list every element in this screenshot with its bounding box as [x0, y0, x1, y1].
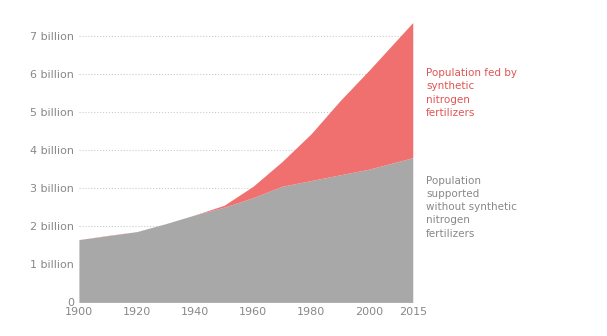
Text: Population
supported
without synthetic
nitrogen
fertilizers: Population supported without synthetic n… — [426, 176, 517, 239]
Text: Population fed by
synthetic
nitrogen
fertilizers: Population fed by synthetic nitrogen fer… — [426, 68, 517, 118]
